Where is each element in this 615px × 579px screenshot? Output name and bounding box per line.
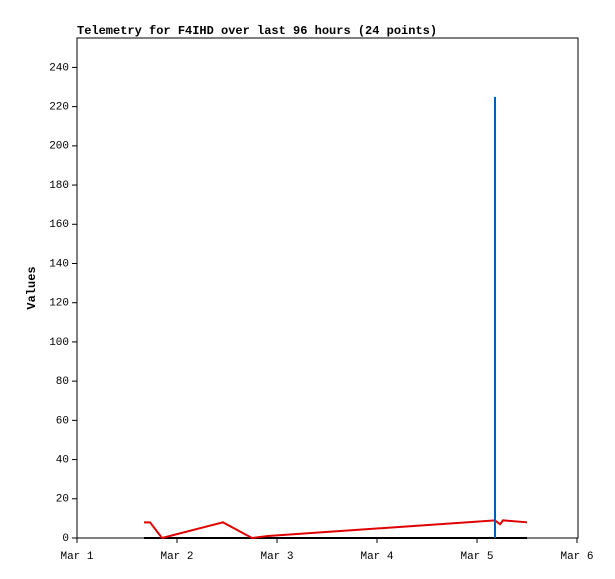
plot-frame	[76, 37, 579, 539]
y-tick-label: 20	[56, 494, 69, 506]
y-tick-label: 140	[49, 258, 69, 270]
y-tick-label: 0	[62, 533, 69, 545]
y-tick-label: 160	[49, 219, 69, 231]
y-tick-label: 120	[49, 298, 69, 310]
x-tick-label: Mar 2	[160, 551, 193, 563]
x-tick-label: Mar 1	[60, 551, 93, 563]
y-tick-label: 240	[49, 62, 69, 74]
x-tick-label: Mar 6	[560, 551, 593, 563]
y-tick-label: 180	[49, 180, 69, 192]
y-tick-label: 60	[56, 415, 69, 427]
x-tick-label: Mar 4	[360, 551, 393, 563]
y-axis-label: Values	[25, 266, 39, 309]
y-tick-label: 80	[56, 376, 69, 388]
series-line	[144, 519, 528, 540]
y-tick-label: 220	[49, 102, 69, 114]
chart-title: Telemetry for F4IHD over last 96 hours (…	[77, 24, 437, 38]
y-tick-label: 100	[49, 337, 69, 349]
x-tick-label: Mar 3	[260, 551, 293, 563]
y-tick-label: 40	[56, 454, 69, 466]
x-tick-label: Mar 5	[460, 551, 493, 563]
y-tick-label: 200	[49, 141, 69, 153]
